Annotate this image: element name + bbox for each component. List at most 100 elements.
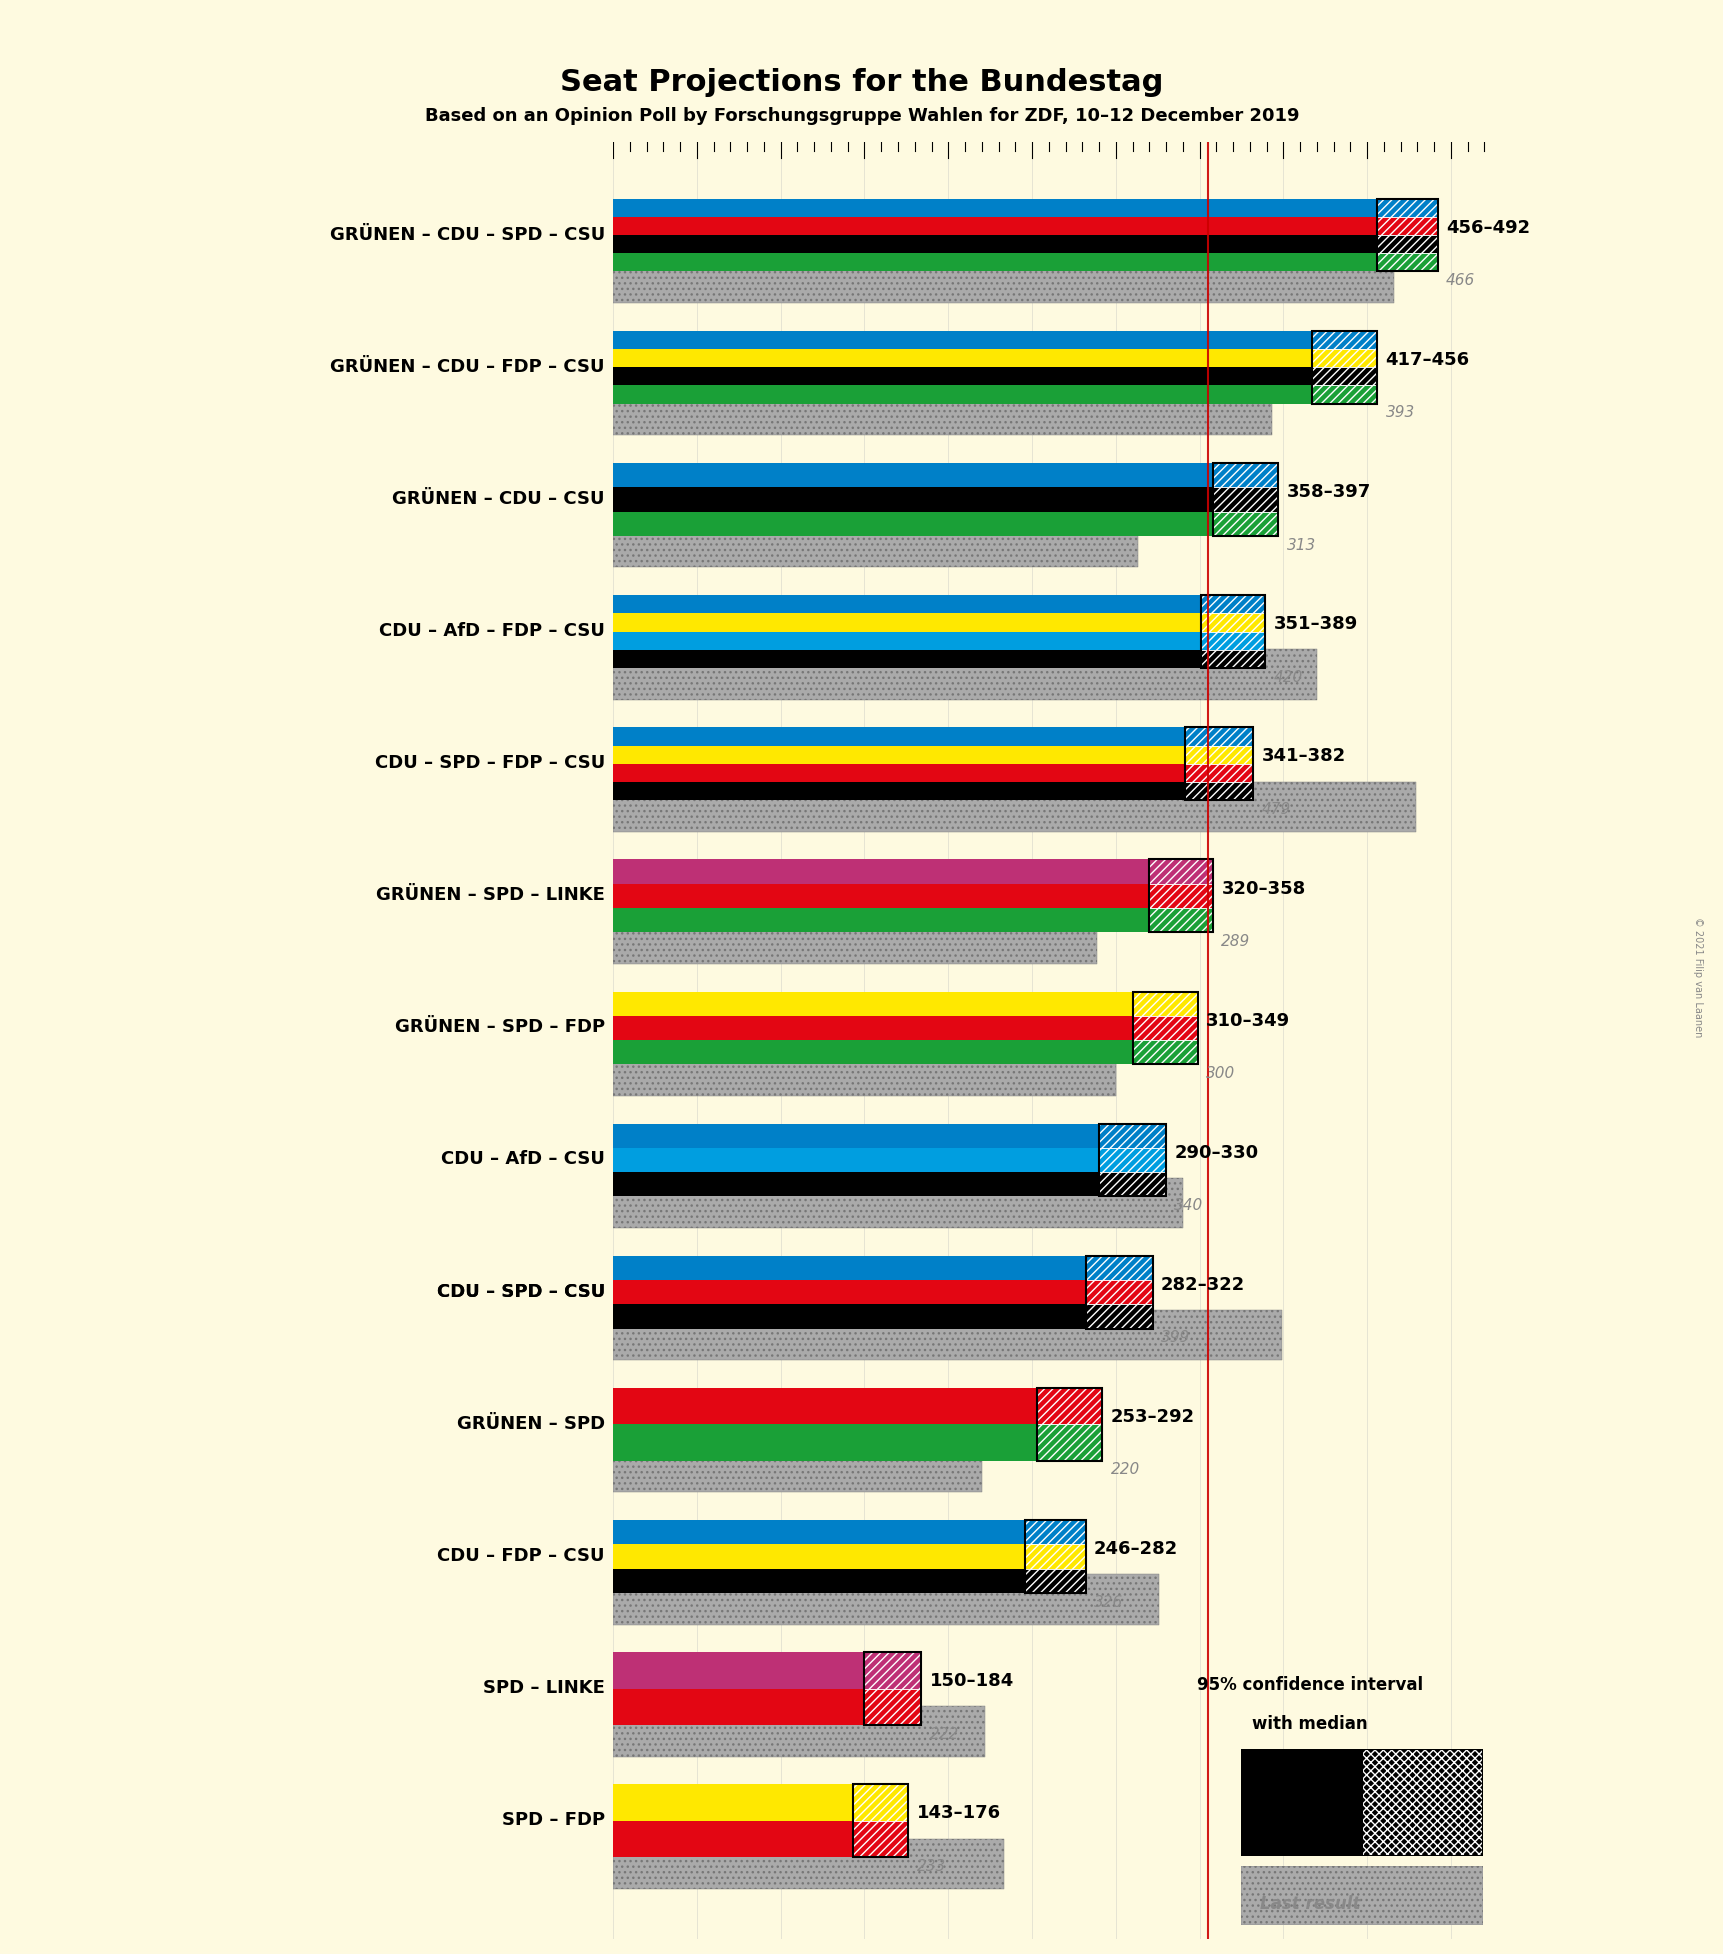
Text: 253–292: 253–292	[1110, 1409, 1194, 1426]
Bar	[613, 860, 1149, 883]
Bar	[1037, 1387, 1101, 1424]
Bar	[613, 1839, 1003, 1890]
Bar	[613, 234, 1377, 254]
Bar	[1184, 782, 1253, 799]
Text: GRÜNEN – SPD – FDP: GRÜNEN – SPD – FDP	[395, 1018, 605, 1036]
Bar	[863, 1688, 920, 1725]
Bar	[613, 518, 1137, 567]
Bar	[853, 1821, 908, 1856]
Bar	[1361, 1749, 1482, 1856]
Bar	[1201, 651, 1265, 668]
Bar	[613, 1309, 1280, 1360]
Bar	[1311, 385, 1377, 404]
Bar	[1099, 1172, 1165, 1196]
Bar	[1149, 883, 1213, 909]
Bar	[1184, 727, 1253, 746]
Text: with median: with median	[1251, 1716, 1368, 1733]
Bar	[613, 1256, 1085, 1280]
Bar	[613, 1442, 980, 1493]
Bar	[1201, 614, 1265, 631]
Bar	[1037, 1387, 1101, 1462]
Bar	[1132, 1016, 1197, 1040]
Bar	[613, 252, 1394, 303]
Bar	[863, 1653, 920, 1688]
Bar	[613, 1172, 1099, 1196]
Bar	[1184, 727, 1253, 746]
Text: 220: 220	[1110, 1462, 1139, 1477]
Text: 150–184: 150–184	[929, 1673, 1013, 1690]
Bar	[1311, 385, 1377, 404]
Text: Based on an Opinion Poll by Forschungsgruppe Wahlen for ZDF, 10–12 December 2019: Based on an Opinion Poll by Forschungsgr…	[424, 107, 1299, 125]
Bar	[1311, 330, 1377, 350]
Bar	[1184, 746, 1253, 764]
Bar	[613, 1387, 1037, 1424]
Bar	[613, 746, 1184, 764]
Bar	[613, 385, 1272, 436]
Bar	[613, 1280, 1085, 1305]
Bar	[1213, 512, 1277, 535]
Bar	[613, 764, 1184, 782]
Bar	[613, 596, 1201, 614]
Bar	[613, 1653, 863, 1688]
Text: CDU – FDP – CSU: CDU – FDP – CSU	[438, 1548, 605, 1565]
Bar	[1361, 1749, 1482, 1856]
Text: GRÜNEN – CDU – SPD – CSU: GRÜNEN – CDU – SPD – CSU	[329, 225, 605, 244]
Bar	[613, 883, 1149, 909]
Bar	[613, 914, 1098, 963]
Text: SPD – LINKE: SPD – LINKE	[482, 1678, 605, 1696]
Bar	[613, 782, 1415, 832]
Bar	[1377, 199, 1437, 217]
Bar	[1377, 254, 1437, 272]
Bar	[613, 199, 1377, 217]
Bar	[1184, 764, 1253, 782]
Bar	[613, 991, 1132, 1016]
Bar	[1213, 512, 1277, 535]
Bar	[613, 1424, 1037, 1462]
Bar	[613, 1016, 1132, 1040]
Bar	[863, 1688, 920, 1725]
Bar	[1085, 1280, 1153, 1305]
Bar	[1311, 330, 1377, 350]
Bar	[1085, 1280, 1153, 1305]
Text: 326: 326	[1094, 1594, 1123, 1610]
Bar	[613, 217, 1377, 234]
Bar	[1149, 883, 1213, 909]
Bar	[613, 1784, 853, 1821]
Bar	[613, 914, 1098, 963]
Bar	[613, 330, 1311, 350]
Bar	[1037, 1424, 1101, 1462]
Bar	[613, 649, 1316, 700]
Bar	[613, 727, 1184, 746]
Bar	[613, 782, 1415, 832]
Bar	[613, 1124, 1099, 1147]
Text: 417–456: 417–456	[1385, 352, 1468, 369]
Bar	[1184, 764, 1253, 782]
Text: GRÜNEN – CDU – CSU: GRÜNEN – CDU – CSU	[393, 490, 605, 508]
Text: 399: 399	[1160, 1331, 1189, 1344]
Bar	[613, 463, 1213, 487]
Bar	[613, 385, 1311, 404]
Bar	[613, 385, 1272, 436]
Text: GRÜNEN – SPD: GRÜNEN – SPD	[457, 1415, 605, 1432]
Bar	[1025, 1544, 1085, 1569]
Text: 233: 233	[917, 1858, 946, 1874]
Bar	[613, 518, 1137, 567]
Bar	[1085, 1305, 1153, 1329]
Bar	[613, 1569, 1025, 1593]
Bar	[1311, 367, 1377, 385]
Bar	[1025, 1569, 1085, 1593]
Bar	[613, 1706, 984, 1757]
Bar	[613, 1178, 1182, 1229]
Text: SPD – FDP: SPD – FDP	[501, 1811, 605, 1829]
Bar	[853, 1784, 908, 1856]
Bar	[1037, 1387, 1101, 1424]
Bar	[1184, 727, 1253, 799]
Text: CDU – SPD – FDP – CSU: CDU – SPD – FDP – CSU	[374, 754, 605, 772]
Bar	[1377, 234, 1437, 254]
Bar	[1099, 1124, 1165, 1147]
Bar	[1132, 1040, 1197, 1065]
Bar	[1201, 596, 1265, 614]
Text: 358–397: 358–397	[1285, 483, 1370, 500]
Bar	[613, 1575, 1158, 1624]
Text: 340: 340	[1173, 1198, 1203, 1213]
